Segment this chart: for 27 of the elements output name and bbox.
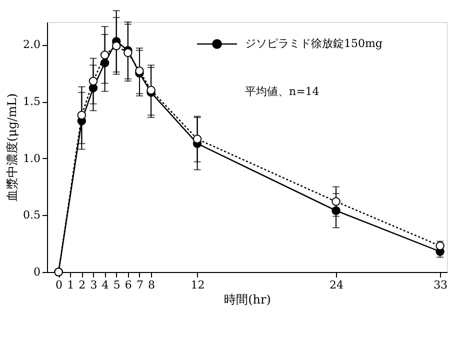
x-tick-label: 4 bbox=[102, 278, 109, 292]
x-tick-label: 1 bbox=[67, 278, 74, 292]
x-tick-label: 5 bbox=[113, 278, 120, 292]
x-tick-label: 0 bbox=[56, 278, 63, 292]
point bbox=[100, 50, 110, 60]
y-tick-label: 2.0 bbox=[23, 38, 40, 52]
point bbox=[112, 42, 121, 50]
x-tick-label: 6 bbox=[124, 278, 132, 292]
point bbox=[88, 76, 98, 86]
y-tick-label: 1.5 bbox=[23, 95, 40, 108]
point bbox=[124, 48, 132, 58]
y-tick-label: 1.0 bbox=[23, 152, 40, 165]
legend-label: ジソピラミド徐放錠150mg bbox=[245, 37, 382, 50]
x-tick-label: 12 bbox=[190, 278, 205, 292]
x-tick-label: 33 bbox=[434, 278, 448, 292]
y-axis-title: 血漿中濃度(μg/mL) bbox=[5, 93, 20, 202]
x-tick-label: 2 bbox=[78, 278, 86, 292]
x-tick-label: 24 bbox=[330, 278, 344, 292]
x-axis-title: 時間(hr) bbox=[224, 292, 271, 306]
x-tick-label: 3 bbox=[90, 278, 98, 292]
x-tick-label: 8 bbox=[148, 278, 156, 292]
point bbox=[332, 197, 340, 206]
annotation: 平均値、n=14 bbox=[245, 85, 320, 98]
y-tick-label: 0 bbox=[34, 266, 40, 278]
y-tick-label: 0.5 bbox=[23, 208, 40, 222]
point bbox=[192, 134, 202, 144]
x-tick-label: 7 bbox=[136, 278, 144, 292]
